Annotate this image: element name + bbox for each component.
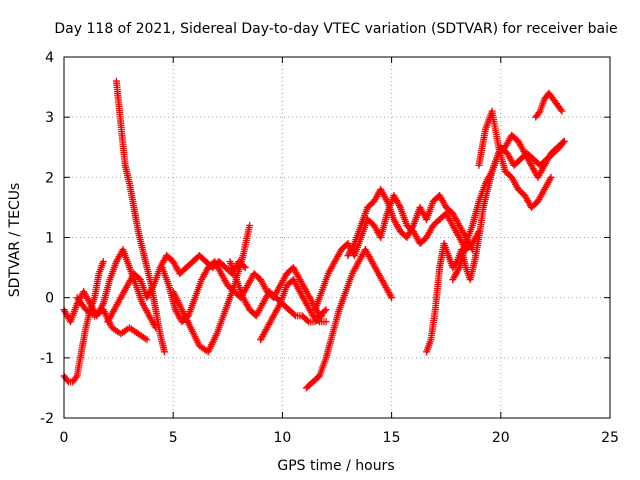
data-point	[63, 376, 71, 384]
x-tick-label: 25	[601, 430, 619, 446]
series-track-10	[302, 246, 396, 392]
series-track-2	[60, 258, 107, 386]
y-tick-label: 0	[45, 291, 54, 307]
y-tick-label: -1	[40, 351, 54, 367]
data-point	[290, 311, 298, 319]
y-tick-label: -2	[40, 411, 54, 427]
data-point	[143, 336, 151, 344]
data-point	[321, 307, 329, 315]
data-point	[547, 173, 555, 181]
data-points	[60, 77, 568, 392]
series-track-12	[344, 185, 476, 260]
data-point	[559, 138, 567, 146]
data-point	[535, 109, 543, 117]
series-track-7	[169, 221, 254, 356]
data-point	[99, 258, 107, 266]
series-track-14	[449, 131, 568, 284]
chart-title: Day 118 of 2021, Sidereal Day-to-day VTE…	[54, 21, 617, 37]
data-point	[303, 317, 311, 325]
x-tick-label: 10	[273, 430, 291, 446]
data-point	[322, 318, 330, 326]
grid-lines	[64, 57, 610, 418]
x-tick-label: 0	[60, 430, 69, 446]
axis-ticks	[63, 56, 611, 419]
tick-labels: 0 5 10 15 20 25 -2 -1 0 1 2 3 4	[40, 50, 619, 446]
series-track-11	[311, 191, 483, 314]
x-tick-label: 5	[169, 430, 178, 446]
x-tick-label: 15	[383, 430, 401, 446]
series-track-4	[112, 77, 168, 356]
data-point	[160, 348, 168, 356]
data-point	[322, 306, 330, 314]
y-tick-label: 4	[45, 50, 54, 66]
data-point	[318, 312, 326, 320]
data-point	[560, 137, 568, 145]
series-track-16	[532, 89, 566, 121]
data-point	[388, 294, 396, 302]
data-point	[314, 317, 322, 325]
series-track-15	[475, 107, 555, 211]
y-tick-label: 1	[45, 231, 54, 247]
y-axis-label: SDTVAR / TECUs	[7, 183, 23, 298]
data-point	[246, 221, 254, 229]
y-tick-label: 2	[45, 170, 54, 186]
x-axis-label: GPS time / hours	[277, 458, 394, 474]
y-tick-label: 3	[45, 110, 54, 126]
series-track-13	[423, 137, 568, 356]
data-point	[72, 373, 80, 381]
x-tick-label: 20	[492, 430, 510, 446]
data-point	[557, 106, 565, 114]
series-track-9	[257, 276, 330, 344]
data-point	[558, 107, 566, 115]
